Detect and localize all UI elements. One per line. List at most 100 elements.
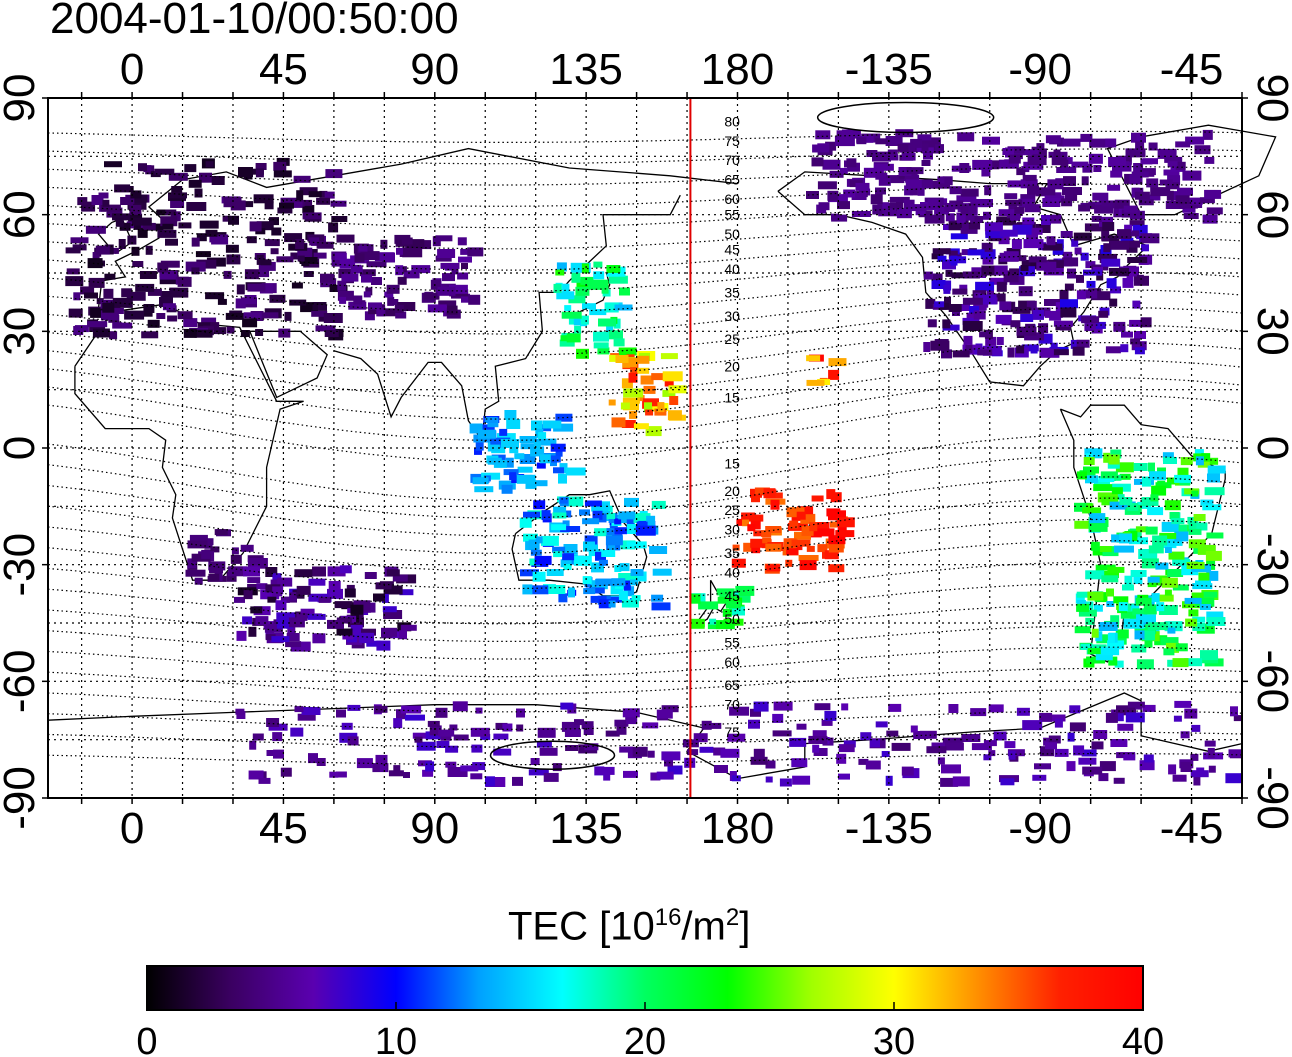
tec-cell: [811, 157, 824, 167]
tec-cell: [709, 722, 722, 729]
tec-cell: [551, 524, 567, 531]
tec-cell: [1175, 141, 1191, 148]
tec-cell: [360, 251, 380, 261]
tec-cell: [971, 743, 992, 751]
tec-cell: [1207, 747, 1215, 758]
tec-cell: [1180, 457, 1193, 466]
tec-cell: [280, 197, 297, 204]
bottom-lon-label: 135: [549, 804, 622, 853]
tec-cell: [316, 758, 326, 766]
tec-cell: [937, 757, 945, 765]
tec-cell: [1070, 339, 1078, 349]
tec-cell: [143, 165, 152, 173]
tec-cell: [295, 239, 305, 249]
tec-cell: [630, 579, 638, 586]
tec-cell: [886, 175, 905, 184]
tec-cell: [1162, 452, 1174, 462]
tec-cell: [1204, 740, 1216, 747]
tec-cell: [1113, 596, 1129, 604]
tec-cell: [319, 190, 328, 198]
tec-cell: [129, 204, 142, 215]
tec-cell: [235, 298, 246, 309]
map-timestamp-title: 2004-01-10/00:50:00: [50, 0, 459, 43]
tec-cell: [796, 511, 806, 520]
tec-cell: [998, 235, 1010, 245]
magnetic-contour: [48, 667, 1242, 695]
tec-cell: [188, 179, 202, 188]
tec-cell: [1182, 205, 1196, 213]
tec-cell: [344, 588, 356, 598]
tec-cell: [996, 281, 1007, 292]
tec-cell: [942, 324, 960, 331]
tec-cell: [342, 632, 354, 640]
tec-cell: [66, 268, 80, 275]
tec-cell: [851, 192, 867, 200]
tec-cell: [495, 722, 508, 730]
tec-cell: [606, 528, 615, 536]
tec-cell: [336, 234, 355, 243]
tec-cell: [92, 328, 110, 338]
tec-cell: [516, 724, 524, 732]
tec-cell: [490, 437, 511, 445]
tec-cell: [285, 641, 302, 648]
tec-cell: [1105, 712, 1118, 723]
tec-cell: [836, 517, 855, 528]
tec-cell: [669, 396, 679, 405]
tec-cell: [970, 708, 987, 717]
tec-cell: [273, 161, 287, 171]
tec-cell: [177, 276, 192, 287]
tec-cell: [709, 618, 717, 625]
tec-cell: [611, 417, 626, 428]
tec-cell: [1050, 342, 1058, 349]
tec-cell: [1117, 723, 1134, 731]
tec-region-south-america: [1074, 448, 1226, 670]
tec-cell: [592, 510, 603, 520]
tec-cell: [1112, 165, 1128, 172]
tec-cell: [341, 273, 359, 282]
tec-cell: [817, 181, 837, 190]
tec-cell: [1200, 650, 1218, 661]
right-lat-label: -90: [1248, 766, 1292, 830]
tec-cell: [1126, 243, 1138, 253]
tec-cell: [347, 736, 359, 746]
tec-cell: [537, 727, 556, 738]
tec-cell: [405, 714, 425, 721]
tec-cell: [160, 260, 180, 268]
tec-cell: [693, 733, 708, 743]
tec-cell: [831, 214, 848, 222]
tec-cell: [1159, 179, 1173, 186]
tec-cell: [243, 312, 262, 319]
tec-cell: [593, 261, 603, 268]
tec-cell: [1081, 749, 1097, 757]
top-lon-label: 180: [701, 45, 774, 94]
tec-cell: [923, 271, 933, 280]
tec-cell: [888, 154, 899, 161]
tec-cell: [582, 576, 592, 585]
tec-cell: [252, 733, 264, 741]
tec-cell: [1075, 593, 1085, 604]
tec-cell: [107, 308, 124, 314]
tec-cell: [1129, 174, 1143, 185]
tec-cell: [234, 596, 245, 603]
tec-cell: [1091, 741, 1104, 750]
bottom-lon-label: -45: [1160, 804, 1224, 853]
tec-cell: [1095, 564, 1116, 571]
tec-cell: [177, 311, 193, 320]
tec-cell: [1124, 224, 1133, 232]
tec-cell: [944, 203, 956, 212]
tec-cell: [1045, 742, 1057, 750]
tec-cell: [187, 540, 208, 549]
tec-cell: [301, 707, 321, 715]
tec-cell: [350, 604, 364, 615]
tec-cell: [942, 319, 951, 329]
tec-cell: [952, 288, 968, 295]
tec-cell: [1181, 565, 1199, 576]
tec-cell: [258, 777, 271, 784]
tec-cell: [1164, 500, 1181, 511]
tec-cell: [536, 438, 557, 446]
tec-cell: [1038, 333, 1053, 344]
tec-cell: [1115, 462, 1134, 473]
tec-cell: [1020, 314, 1034, 322]
tec-cell: [797, 506, 814, 515]
tec-cell: [293, 175, 311, 183]
